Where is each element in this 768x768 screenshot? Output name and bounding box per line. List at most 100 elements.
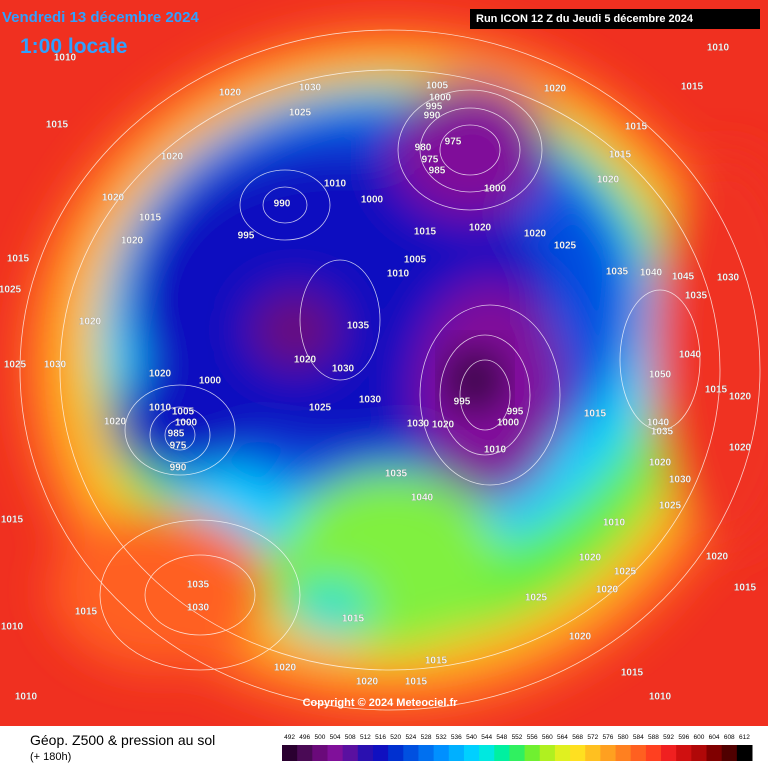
legend-value: 608 (724, 734, 735, 741)
legend-value: 572 (587, 734, 598, 741)
isobar-label: 1040 (679, 350, 702, 361)
legend-value: 540 (466, 734, 477, 741)
legend-value: 544 (481, 734, 492, 741)
isobar-label: 1020 (597, 175, 620, 186)
isobar-label: 1020 (149, 369, 172, 380)
legend-value: 560 (542, 734, 553, 741)
legend-swatch (448, 745, 465, 761)
isobar-label: 995 (454, 397, 471, 408)
isobar-label: 1020 (469, 223, 492, 234)
isobar-label: 1010 (603, 518, 626, 529)
isobar-label: 985 (429, 166, 446, 177)
chart-title: Géop. Z500 & pression au sol (30, 732, 215, 748)
legend-swatch (282, 745, 298, 761)
isobar-label: 980 (415, 143, 432, 154)
isobar-label: 1010 (387, 269, 410, 280)
isobar-label: 1020 (729, 443, 752, 454)
isobar-label: 1040 (640, 268, 663, 279)
valid-date: Vendredi 13 décembre 2024 (2, 9, 199, 26)
isobar-label: 1015 (75, 607, 98, 618)
isobar-label: 1000 (361, 195, 384, 206)
isobar-label: 1020 (596, 585, 619, 596)
isobar-label: 990 (424, 111, 441, 122)
isobar-label: 1010 (324, 179, 347, 190)
isobar-label: 990 (274, 199, 291, 210)
legend-swatch (554, 745, 571, 761)
geopotential-field (0, 0, 768, 726)
legend-swatch (706, 745, 723, 761)
legend-value: 504 (330, 734, 341, 741)
legend-value: 552 (512, 734, 523, 741)
legend-value: 500 (314, 734, 325, 741)
isobar-label: 1020 (432, 420, 455, 431)
legend-value: 592 (663, 734, 674, 741)
isobar-label: 1015 (734, 583, 757, 594)
isobar-label: 1030 (44, 360, 67, 371)
isobar-label: 1015 (584, 409, 607, 420)
legend-swatch (676, 745, 692, 761)
isobar-label: 1020 (104, 417, 127, 428)
isobar-label: 1030 (332, 364, 355, 375)
isobar-label: 1040 (647, 418, 670, 429)
isobar-label: 1020 (102, 193, 125, 204)
legend-value: 576 (603, 734, 614, 741)
color-legend: 492 496 500 504 508 512 516 520 524 528 532 536 540 5… (282, 734, 753, 761)
isobar-label: 995 (238, 231, 255, 242)
isobar-label: 1010 (484, 445, 507, 456)
legend-value: 548 (496, 734, 507, 741)
isobar-label: 1020 (79, 317, 102, 328)
isobar-label: 1020 (274, 663, 297, 674)
legend-swatch (585, 745, 601, 761)
isobar-label: 990 (170, 463, 187, 474)
legend-value: 564 (557, 734, 568, 741)
isobar-label: 1015 (7, 254, 30, 265)
legend-value: 568 (572, 734, 583, 741)
isobar-label: 1010 (649, 692, 672, 703)
isobar-label: 1010 (1, 622, 24, 633)
isobar-label: 1030 (407, 419, 430, 430)
legend-swatch (570, 745, 586, 761)
legend-swatch (691, 745, 708, 761)
isobar-label: 1020 (356, 677, 379, 688)
legend-swatch (645, 745, 662, 761)
isobar-label: 1025 (309, 403, 332, 414)
isobar-label: 1005 (404, 255, 427, 266)
isobar-label: 1020 (579, 553, 602, 564)
legend-swatch (524, 745, 541, 761)
isobar-label: 1015 (609, 150, 632, 161)
legend-value: 580 (618, 734, 629, 741)
isobar-label: 1020 (729, 392, 752, 403)
legend-swatch (433, 745, 450, 761)
isobar-label: 1025 (4, 360, 27, 371)
isobar-label: 1025 (289, 108, 312, 119)
legend-value: 596 (678, 734, 689, 741)
isobar-label: 1030 (359, 395, 382, 406)
legend-swatch (342, 745, 359, 761)
legend-swatch (418, 745, 435, 761)
legend-value: 536 (451, 734, 462, 741)
legend-value: 528 (421, 734, 432, 741)
isobar-label: 1010 (707, 43, 730, 54)
isobar-label: 1020 (706, 552, 729, 563)
legend-value: 588 (648, 734, 659, 741)
isobar-label: 1035 (187, 580, 210, 591)
legend-value: 604 (709, 734, 720, 741)
legend-value: 492 (284, 734, 295, 741)
legend-swatch (736, 745, 753, 761)
legend-value: 556 (527, 734, 538, 741)
isobar-label: 1020 (544, 84, 567, 95)
isobar-label: 1025 (614, 567, 637, 578)
legend-swatch (615, 745, 632, 761)
isobar-label: 1020 (121, 236, 144, 247)
isobar-label: 1015 (46, 120, 69, 131)
isobar-label: 1015 (681, 82, 704, 93)
legend-swatch (539, 745, 556, 761)
copyright: Copyright © 2024 Meteociel.fr (303, 697, 459, 709)
isobar-label: 1030 (669, 475, 692, 486)
isobar-label: 1015 (425, 656, 448, 667)
isobar-label: 975 (422, 155, 439, 166)
legend-swatch (479, 745, 495, 761)
legend-value: 508 (345, 734, 356, 741)
